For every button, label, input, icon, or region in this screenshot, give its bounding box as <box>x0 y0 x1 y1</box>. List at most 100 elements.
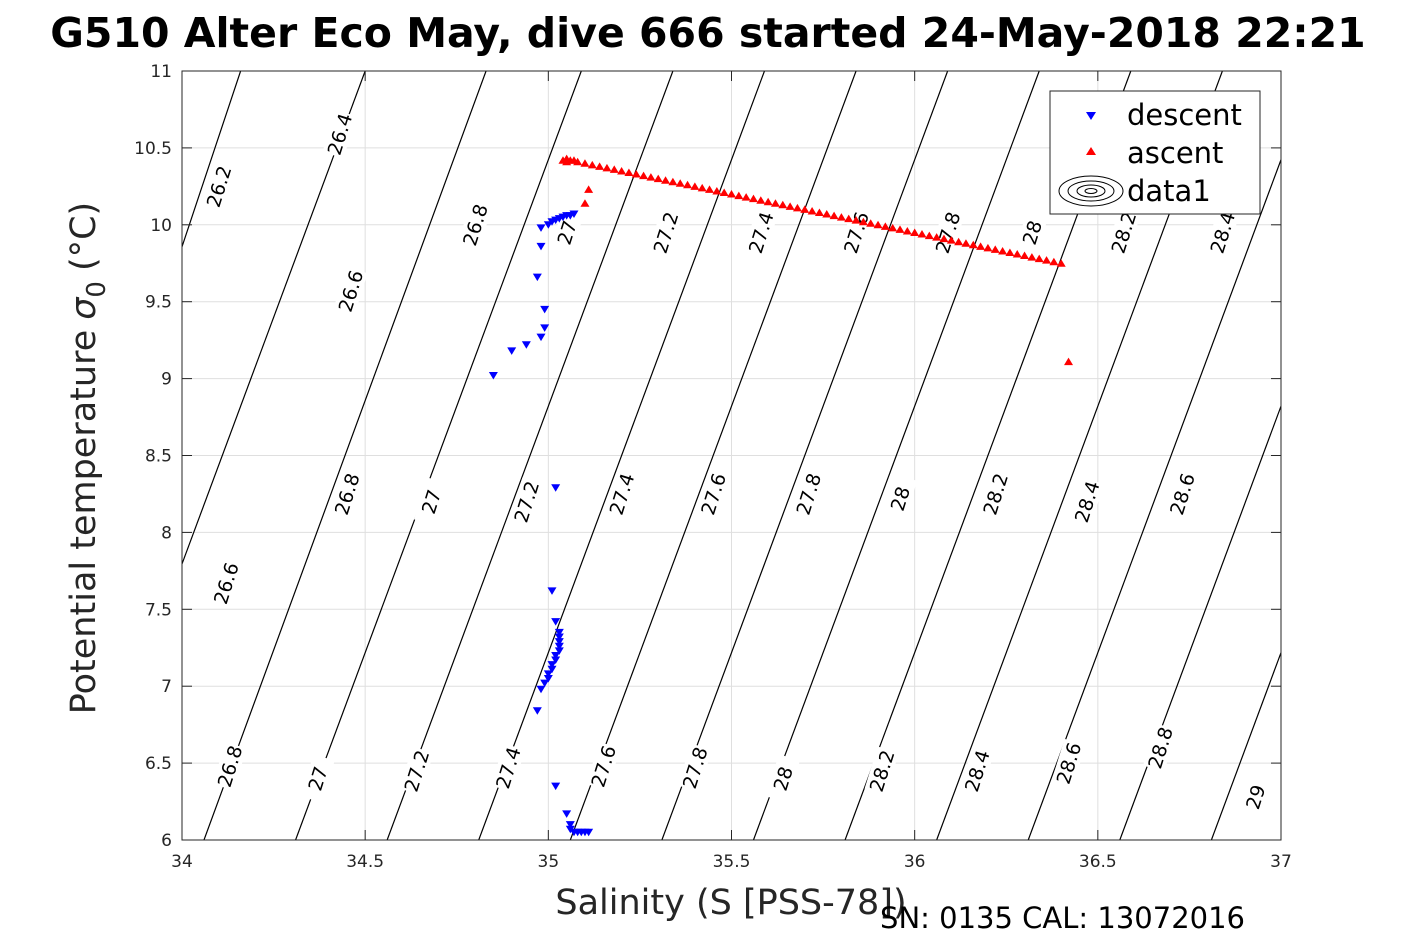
isopycnal-line <box>1119 404 1281 840</box>
ascent-point <box>584 185 594 193</box>
descent-point <box>540 679 550 688</box>
ascent-point <box>1034 254 1044 263</box>
ascent-point <box>785 202 795 210</box>
contour-label-mask <box>201 162 236 211</box>
legend-ascent-label: ascent <box>1127 136 1223 170</box>
descent-point <box>536 242 546 251</box>
descent-point <box>554 647 564 655</box>
descent-point <box>547 665 557 674</box>
ascent-point <box>829 211 839 220</box>
x-tick-label: 37 <box>1270 852 1292 872</box>
contour-label-mask <box>1238 772 1273 822</box>
density-contours <box>182 71 1281 840</box>
isopycnal-line <box>569 71 857 840</box>
contour-label-mask <box>1205 208 1240 257</box>
descent-point <box>554 642 564 651</box>
isopycnal-line <box>752 71 1040 840</box>
legend-descent-marker <box>1086 112 1096 120</box>
ascent-point <box>888 223 898 232</box>
contour-label-mask <box>1069 477 1104 526</box>
contour-label-mask <box>864 746 899 796</box>
data-markers <box>488 154 1074 837</box>
ascent-point <box>573 157 583 166</box>
contour-label-mask <box>549 208 584 257</box>
descent-point <box>554 628 564 637</box>
ascent-point <box>675 179 685 187</box>
isopycnal-line <box>478 71 766 840</box>
contour-label-mask <box>399 746 434 796</box>
y-axis-label: Potential temperature σ0 (°C) <box>64 202 112 714</box>
ascent-point <box>562 157 572 166</box>
descent-point <box>536 333 546 342</box>
descent-point <box>547 587 557 595</box>
ascent-point <box>624 168 634 177</box>
contour-label-mask <box>322 109 357 159</box>
y-tick-label: 10 <box>150 216 172 236</box>
descent-point <box>532 707 542 715</box>
ascent-point <box>1020 251 1030 260</box>
x-tick-label: 35.5 <box>713 852 751 872</box>
y-tick-label: 8.5 <box>145 447 172 467</box>
descent-point <box>536 685 546 694</box>
descent-point <box>507 347 517 355</box>
legend: descent ascent data1 <box>1049 90 1261 215</box>
ascent-point <box>668 177 678 186</box>
descent-point <box>536 224 546 232</box>
ascent-point <box>748 194 758 203</box>
legend-ascent-marker <box>1086 147 1096 155</box>
ascent-point <box>778 200 788 209</box>
ascent-point <box>917 230 927 238</box>
ascent-point <box>580 199 590 207</box>
y-axis-ticks: 6 6.5 7 7.5 8 8.5 9 9.5 10 10.5 11 <box>134 62 1281 851</box>
contour-label-mask <box>743 208 778 257</box>
contour-label-mask <box>648 208 683 257</box>
ascent-point <box>602 163 612 172</box>
descent-point <box>488 372 498 380</box>
ascent-point <box>807 206 817 215</box>
contour-label-mask <box>329 469 364 519</box>
ascent-point <box>880 222 890 230</box>
descent-point <box>562 810 572 818</box>
ascent-point <box>873 220 883 229</box>
chart-title: G510 Alter Eco May, dive 666 started 24-… <box>50 9 1365 57</box>
y-axis-label-symbol: σ <box>64 296 104 320</box>
x-axis-ticks: 34 34.5 35 35.5 36 36.5 37 <box>171 71 1292 872</box>
ascent-point <box>954 237 964 246</box>
descent-point <box>547 661 557 669</box>
ascent-point <box>719 188 729 197</box>
contour-label-mask <box>882 474 918 523</box>
ascent-point <box>609 165 619 173</box>
descent-point <box>540 324 550 332</box>
contour-label-mask <box>1014 208 1049 257</box>
ascent-point <box>800 205 810 213</box>
isopycnal-line <box>182 71 242 249</box>
ascent-point <box>814 208 824 216</box>
contour-label-mask <box>1106 208 1141 257</box>
isopycnal-line <box>1210 650 1281 840</box>
ascent-point <box>939 234 949 243</box>
ascent-point <box>1064 357 1074 366</box>
descent-point <box>543 675 553 683</box>
ascent-point <box>932 233 942 241</box>
ascent-point <box>683 180 693 189</box>
contour-label-mask <box>1143 723 1178 773</box>
ascent-point <box>639 171 649 180</box>
contour-label-mask <box>1164 469 1200 519</box>
isopycnal-line <box>203 71 487 840</box>
contour-label-mask <box>765 754 800 803</box>
ascent-point <box>976 242 986 250</box>
ascent-point <box>580 159 590 167</box>
contour-label-mask <box>978 469 1013 519</box>
ascent-point <box>836 213 846 221</box>
ascent-point <box>961 239 971 247</box>
ascent-point <box>1049 257 1059 266</box>
descent-point <box>569 210 579 219</box>
ascent-point <box>1005 248 1015 256</box>
descent-point <box>540 305 550 314</box>
ascent-point <box>697 183 707 192</box>
ascent-point <box>844 214 854 223</box>
contour-label-mask <box>300 754 335 803</box>
y-axis-label-unit: (°C) <box>64 202 104 271</box>
contour-label-mask <box>333 266 368 316</box>
y-tick-label: 11 <box>150 62 172 82</box>
